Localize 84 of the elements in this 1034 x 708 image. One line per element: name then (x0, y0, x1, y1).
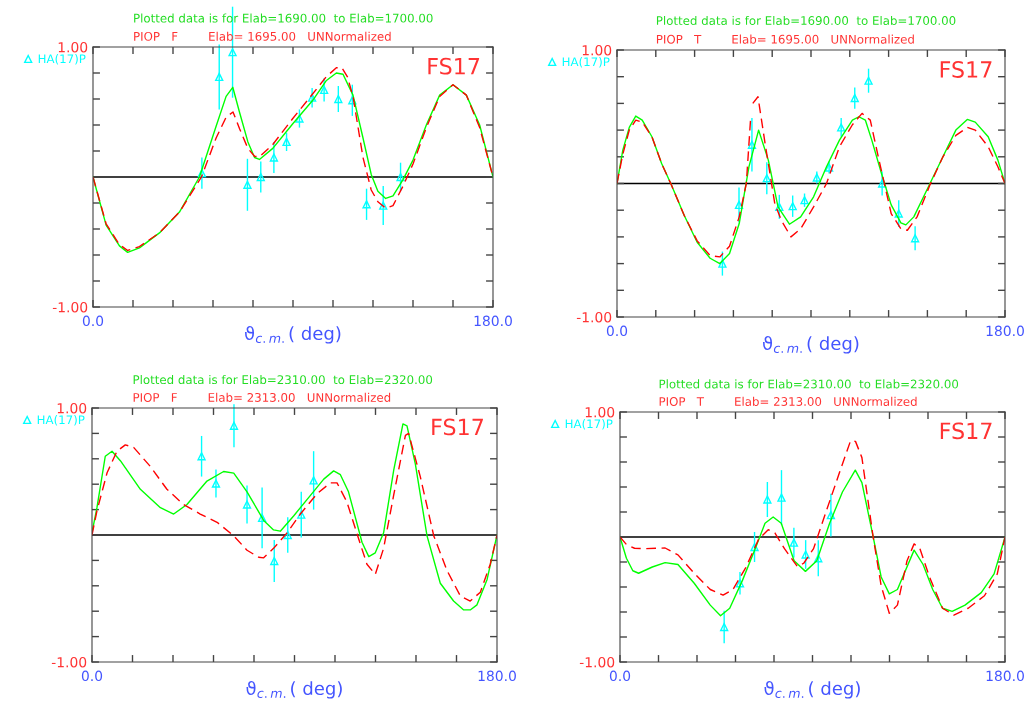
point (718, 259, 727, 268)
point (837, 123, 846, 132)
chart-subtitle: PIOP T Elab= 1695.00 UNNormalized (656, 34, 914, 44)
point (215, 72, 224, 82)
legend-label: HA(17)P (565, 419, 613, 430)
point (824, 163, 834, 172)
y-tick-label: -1.00 (51, 656, 87, 668)
x-axis-title: ϑ$_{c.m.}$( deg) (246, 681, 342, 699)
annotation: FS17 (940, 61, 992, 78)
chart-subtitle: PIOP T Elab= 2313.00 UNNormalized (659, 396, 917, 406)
point (348, 96, 357, 105)
x-tick-label: 0.0 (609, 670, 631, 682)
point (850, 93, 859, 103)
annotation: FS17 (428, 57, 480, 75)
x-tick-label: 180.0 (478, 670, 516, 682)
legend-label: HA(17)P (37, 415, 85, 426)
point (256, 172, 265, 182)
point (334, 94, 343, 104)
x-tick-label: 180.0 (986, 325, 1024, 337)
point (211, 479, 221, 488)
point (269, 153, 279, 162)
point (814, 554, 823, 563)
point (197, 452, 206, 461)
legend-label: HA(17)P (38, 54, 86, 65)
x-tick-label: 0.0 (606, 325, 628, 337)
point (800, 196, 809, 205)
chart-title: Plotted data is for Elab=1690.00 to Elab=1700.00 (656, 15, 956, 26)
point (812, 173, 821, 182)
point (801, 550, 810, 559)
point (257, 513, 267, 523)
point (379, 201, 388, 210)
annotation: FS17 (432, 418, 483, 436)
point (362, 200, 371, 209)
point (283, 530, 292, 540)
y-tick-label: -1.00 (52, 301, 88, 313)
point (243, 180, 252, 189)
point (719, 622, 729, 632)
chart-title: Plotted data is for Elab=2310.00 to Elab=2320.00 (659, 379, 959, 389)
point (877, 179, 887, 188)
y-tick-label: 1.00 (585, 406, 615, 418)
point (197, 168, 207, 178)
legend-label: HA(17)P (562, 57, 610, 68)
annotation: FS17 (940, 422, 992, 440)
point (229, 421, 239, 430)
x-tick-label: 0.0 (82, 315, 104, 327)
point (319, 85, 329, 95)
point (762, 173, 771, 183)
chart-title: Plotted data is for Elab=2310.00 to Elab=2320.00 (133, 374, 433, 385)
y-tick-label: -1.00 (579, 656, 615, 668)
point (228, 48, 237, 57)
point (894, 209, 903, 218)
point (270, 556, 279, 566)
x-axis-title: ϑ$_{c.m.}$( deg) (244, 326, 341, 344)
y-tick-label: 1.00 (57, 402, 87, 414)
point (750, 542, 759, 552)
point (309, 476, 318, 485)
point (864, 76, 873, 85)
x-tick-label: 0.0 (81, 670, 103, 682)
line-series (620, 469, 1005, 617)
point (910, 234, 920, 243)
y-tick-label: 1.00 (58, 41, 88, 53)
point (734, 200, 744, 210)
point (789, 538, 799, 547)
point (775, 202, 784, 212)
point (788, 202, 797, 211)
point (747, 140, 757, 149)
point (396, 172, 405, 182)
point (735, 579, 745, 588)
x-tick-label: 180.0 (474, 315, 512, 327)
point (307, 93, 317, 102)
y-tick-label: -1.00 (576, 311, 612, 323)
chart-subtitle: PIOP F Elab= 2313.00 UNNormalized (133, 392, 391, 402)
point (763, 495, 772, 504)
point (777, 493, 786, 502)
y-tick-label: 1.00 (582, 44, 612, 56)
x-axis-title: ϑ$_{c.m.}$( deg) (764, 681, 860, 699)
x-tick-label: 180.0 (986, 670, 1024, 682)
point (282, 137, 291, 147)
x-axis-title: ϑ$_{c.m.}$( deg) (762, 336, 859, 354)
line-series (620, 440, 1005, 616)
point (297, 510, 306, 519)
point (826, 510, 836, 520)
point (242, 500, 252, 509)
point (295, 114, 304, 123)
